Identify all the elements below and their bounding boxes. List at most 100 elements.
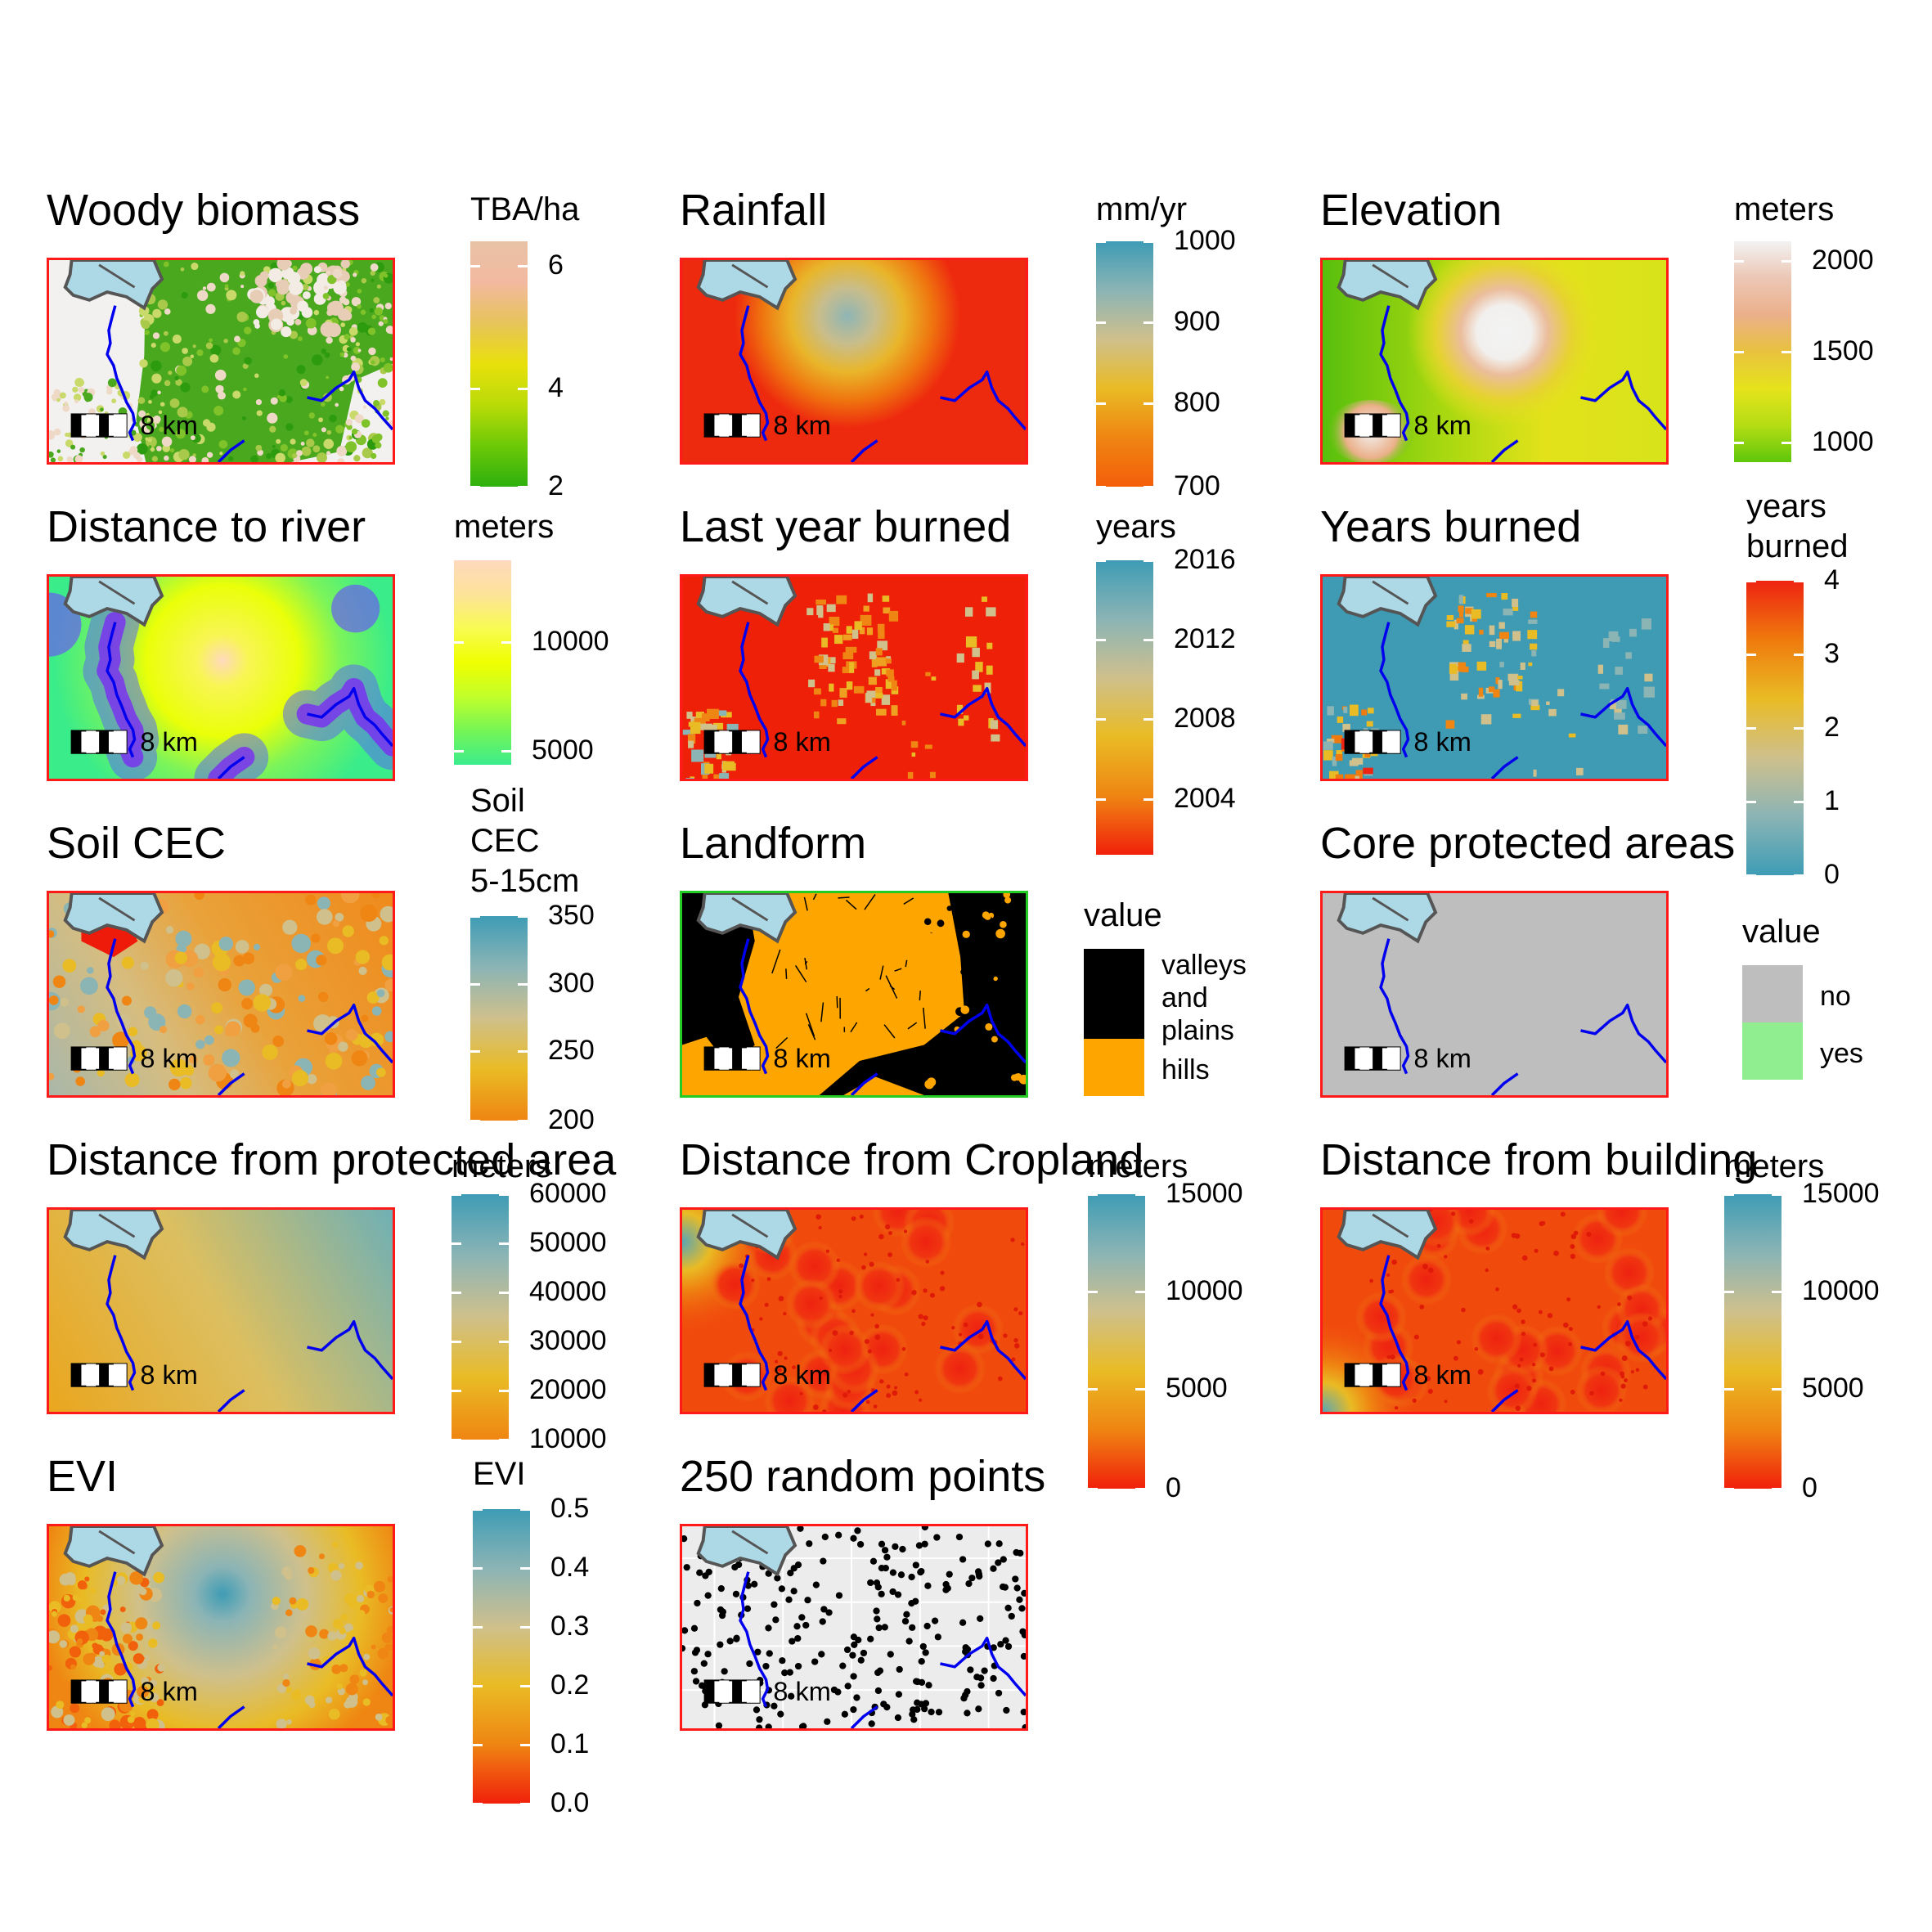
- raster-cell: [168, 1078, 181, 1090]
- legend-item-label-line: valleys: [1161, 950, 1247, 981]
- raster-cell: [832, 1330, 838, 1337]
- raster-cell: [180, 382, 191, 393]
- raster-cell: [371, 360, 375, 365]
- raster-cell: [100, 1628, 114, 1642]
- raster-cell: [815, 1214, 821, 1220]
- map-panel: 8 km: [680, 1524, 1028, 1731]
- lake-inner-line: [1372, 896, 1409, 922]
- raster-cell: [345, 1683, 358, 1696]
- raster-cell: [258, 983, 273, 997]
- raster-cell: [1476, 661, 1487, 671]
- raster-cell: [370, 452, 377, 460]
- raster-cell: [1391, 1259, 1397, 1265]
- raster-cell: [1427, 1388, 1433, 1395]
- raster-cell: [384, 1031, 393, 1043]
- raster-cell: [62, 959, 77, 973]
- raster-cell: [160, 342, 171, 353]
- raster-cell: [777, 1350, 783, 1356]
- raster-cell: [878, 630, 885, 639]
- raster-cell: [722, 761, 735, 771]
- raster-cell: [956, 653, 964, 663]
- raster-cell: [1597, 1305, 1601, 1310]
- scale-bar-label: 8 km: [140, 1677, 197, 1706]
- raster-cell: [911, 752, 916, 757]
- raster-cell: [842, 652, 854, 660]
- legend-title-line: 5-15cm: [470, 862, 580, 899]
- raster-cell: [1527, 630, 1538, 640]
- scale-bar-segment: [1386, 1364, 1400, 1386]
- sample-point: [804, 1597, 811, 1604]
- scale-bar-segment: [746, 730, 760, 753]
- raster-cell: [100, 451, 106, 456]
- drainage-line: [838, 896, 850, 899]
- raster-cell: [814, 711, 820, 719]
- raster-cell: [355, 342, 361, 347]
- legend-tick-mark: [1143, 798, 1153, 801]
- drainage-line: [865, 987, 870, 992]
- scale-bar-label: 8 km: [1413, 1360, 1471, 1390]
- raster-cell: [344, 334, 350, 340]
- raster-cell: [904, 1372, 909, 1377]
- raster-cell: [318, 991, 329, 1002]
- raster-cell: [845, 646, 857, 653]
- legend-title-line: burned: [1746, 528, 1849, 564]
- panel-title: Core protected areas: [1320, 819, 1736, 868]
- raster-cell: [896, 1278, 901, 1283]
- raster-cell: [1615, 1311, 1666, 1364]
- raster-cell: [381, 954, 393, 971]
- panel-title: 250 random points: [680, 1452, 1046, 1501]
- raster-cell: [357, 289, 362, 294]
- raster-cell: [1615, 700, 1627, 709]
- raster-cell: [313, 266, 321, 274]
- raster-cell: [874, 1334, 881, 1340]
- lake-shape: [63, 577, 164, 627]
- legend-tick-label: 30000: [529, 1325, 607, 1356]
- raster-cell: [219, 452, 223, 456]
- raster-cell: [816, 605, 824, 616]
- raster-cell: [1546, 701, 1550, 705]
- raster-cell: [929, 973, 937, 980]
- raster-cell: [272, 1644, 279, 1651]
- raster-cell: [382, 410, 389, 417]
- raster-cell: [100, 1609, 106, 1615]
- legend-title: mm/yr: [1096, 190, 1187, 230]
- raster-cell: [685, 778, 694, 779]
- scale-bar: 8 km: [703, 1044, 831, 1073]
- scale-bar-segment: [704, 1364, 715, 1386]
- raster-cell: [1412, 1398, 1417, 1403]
- legend-tick-label: 1500: [1812, 335, 1874, 366]
- raster-cell: [991, 1036, 998, 1043]
- raster-cell: [847, 1390, 851, 1394]
- raster-cell: [97, 1019, 110, 1031]
- sample-point: [1004, 1604, 1012, 1611]
- raster-cell: [243, 387, 247, 392]
- raster-cell: [739, 1263, 744, 1269]
- raster-cell: [1390, 1354, 1395, 1360]
- raster-cell: [929, 1292, 935, 1298]
- legend-tick-label: 2008: [1174, 703, 1236, 735]
- raster-cell: [386, 1626, 393, 1634]
- scale-bar: 8 km: [703, 1360, 831, 1390]
- raster-cell: [274, 1626, 287, 1639]
- raster-cell: [374, 307, 384, 316]
- raster-cell: [819, 1296, 823, 1301]
- sample-point: [788, 1692, 795, 1700]
- legend-tick-label: 1000: [1812, 425, 1874, 457]
- legend-title-line: meters: [1734, 191, 1835, 227]
- drainage-line: [794, 965, 807, 983]
- legend-tick-label: 0.2: [550, 1669, 590, 1701]
- sample-point: [683, 1564, 690, 1571]
- raster-cell: [1349, 704, 1359, 717]
- raster-cell: [968, 986, 977, 994]
- raster-cell: [1367, 708, 1374, 714]
- raster-cell: [1480, 714, 1492, 725]
- raster-cell: [78, 387, 85, 393]
- raster-cell: [1004, 896, 1012, 904]
- raster-cell: [327, 1631, 337, 1641]
- raster-cell: [49, 930, 55, 938]
- scale-bar: 8 km: [70, 727, 198, 757]
- raster-cell: [783, 1312, 787, 1316]
- sample-point: [751, 1580, 758, 1588]
- sample-point: [771, 1702, 778, 1710]
- raster-cell: [141, 320, 151, 330]
